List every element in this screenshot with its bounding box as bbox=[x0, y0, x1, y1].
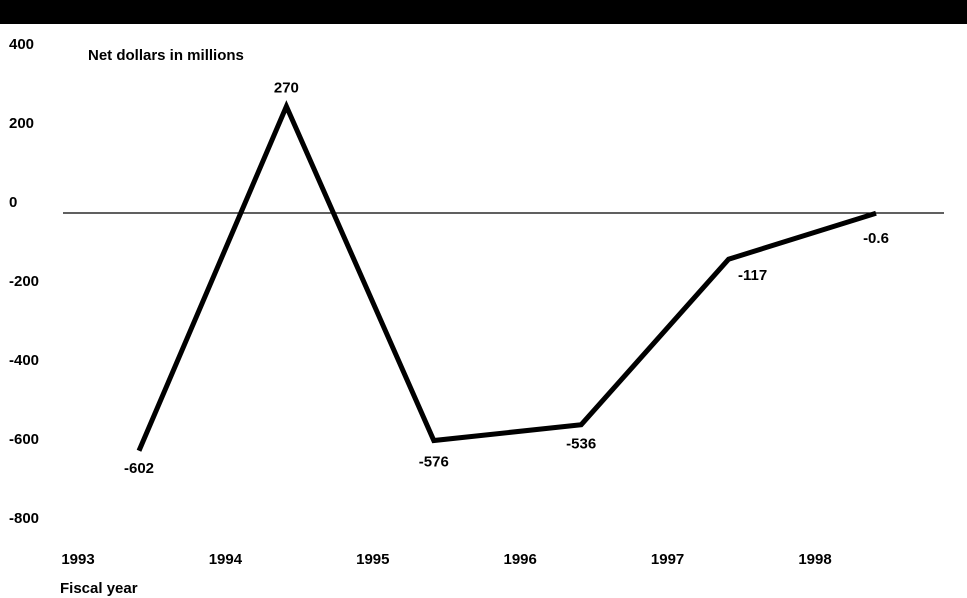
x-axis-ticks: 1993 1994 1995 1996 1997 1998 bbox=[61, 551, 831, 568]
y-axis-ticks: 400 200 0 -200 -400 -600 -800 bbox=[9, 36, 39, 527]
x-tick-label: 1997 bbox=[651, 551, 684, 568]
y-tick-label: -800 bbox=[9, 510, 39, 527]
top-bar bbox=[0, 0, 967, 24]
y-tick-label: 200 bbox=[9, 115, 34, 132]
data-labels: -602 270 -576 -536 -117 -0.6 bbox=[124, 79, 889, 476]
x-axis-title: Fiscal year bbox=[60, 580, 138, 597]
x-tick-label: 1996 bbox=[504, 551, 537, 568]
data-label: 270 bbox=[274, 79, 299, 96]
x-tick-label: 1994 bbox=[209, 551, 243, 568]
data-label: -117 bbox=[738, 267, 767, 284]
y-tick-label: -400 bbox=[9, 352, 39, 369]
data-label: -536 bbox=[566, 436, 596, 453]
y-axis-title: Net dollars in millions bbox=[88, 47, 244, 64]
x-tick-label: 1995 bbox=[356, 551, 389, 568]
data-label: -0.6 bbox=[863, 230, 889, 247]
y-tick-label: 0 bbox=[9, 194, 17, 211]
x-tick-label: 1993 bbox=[61, 551, 94, 568]
y-tick-label: -600 bbox=[9, 431, 39, 448]
data-label: -602 bbox=[124, 460, 154, 477]
y-tick-label: 400 bbox=[9, 36, 34, 53]
y-tick-label: -200 bbox=[9, 273, 39, 290]
series-line bbox=[136, 100, 877, 452]
x-tick-label: 1998 bbox=[798, 551, 831, 568]
data-label: -576 bbox=[419, 454, 449, 471]
